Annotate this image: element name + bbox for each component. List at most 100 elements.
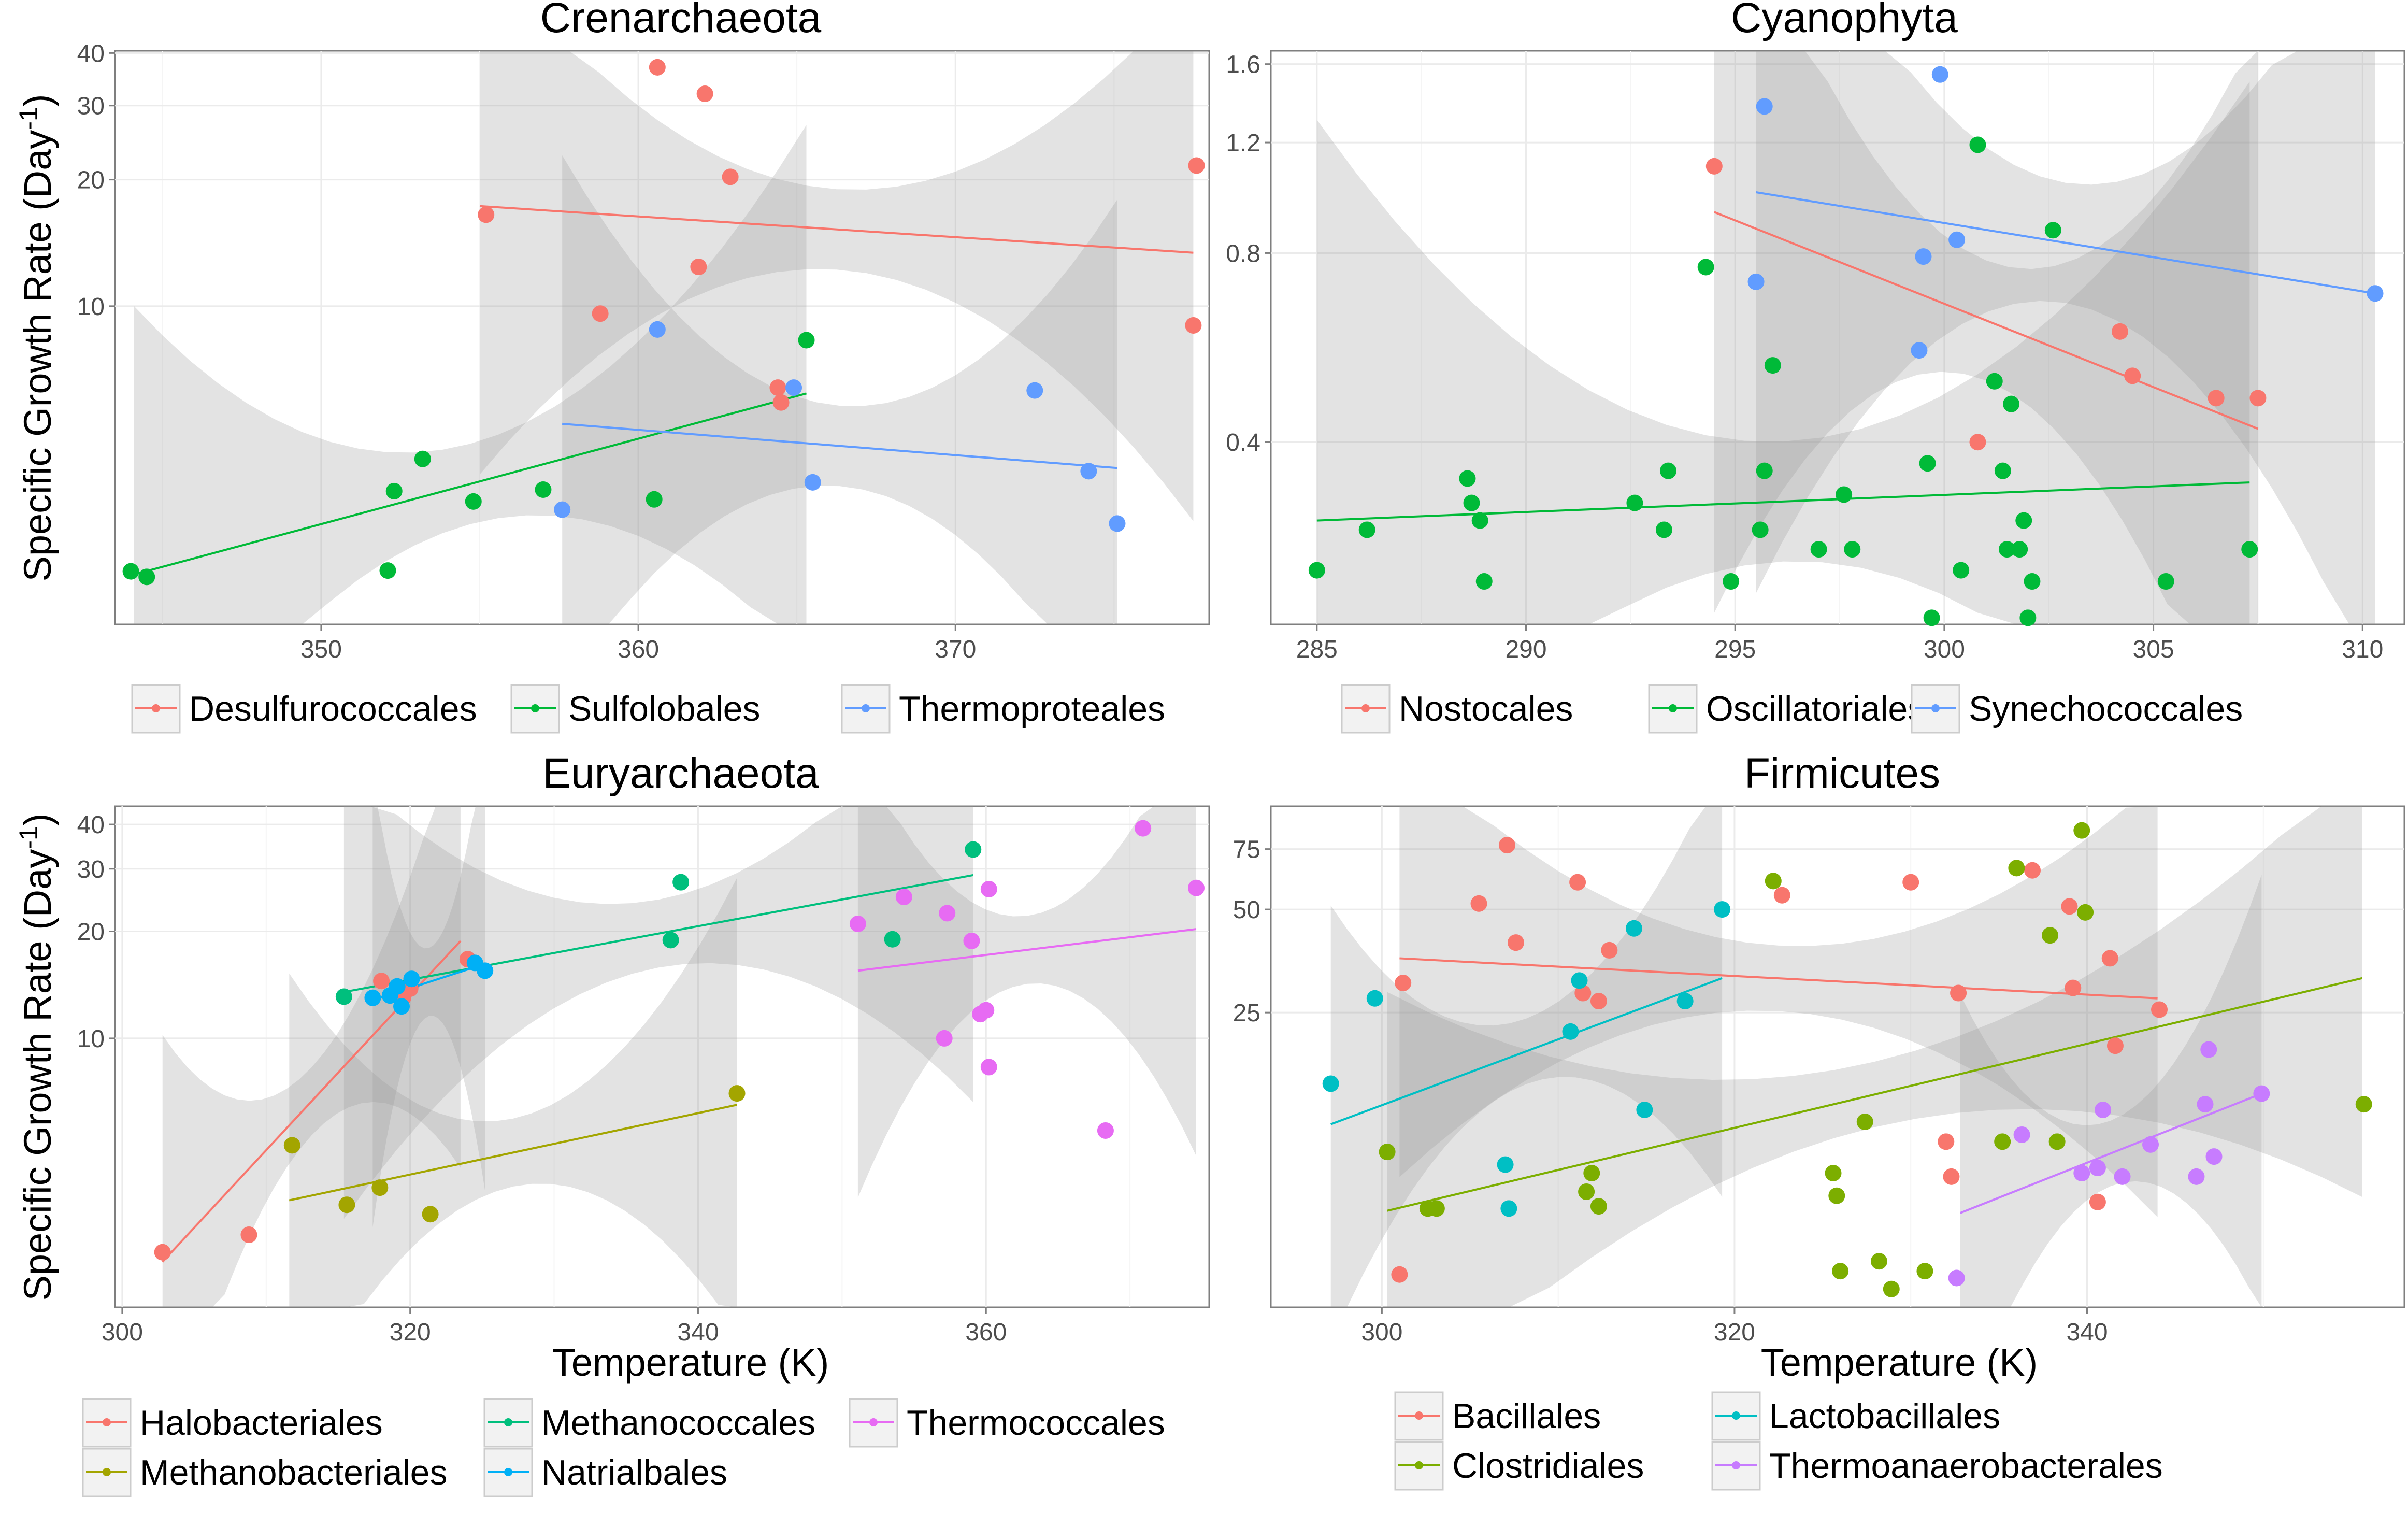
legend-label: Sulfolobales	[568, 689, 760, 729]
data-point	[1379, 1144, 1396, 1161]
data-point	[1923, 609, 1940, 626]
y-tick-label: 20	[77, 167, 105, 194]
data-point	[936, 1030, 953, 1047]
confidence-band	[480, 51, 1194, 521]
legend-key-point	[1931, 704, 1940, 712]
legend-label: Oscillatoriales	[1706, 689, 1925, 729]
data-point	[2048, 1133, 2066, 1150]
data-point	[478, 206, 495, 223]
legend-label: Thermococcales	[907, 1403, 1165, 1443]
y-axis-label-superscript: -1	[14, 107, 43, 130]
panel-euryarchaeota: Euryarchaeota 300 320 340 360 10 20 30 40 Tempe…	[77, 750, 1210, 1497]
data-point	[1998, 541, 2015, 558]
legend-key-point	[504, 1418, 512, 1426]
confidence-band	[134, 125, 807, 625]
data-point	[1916, 1263, 1933, 1280]
data-point	[364, 989, 381, 1006]
data-point	[592, 305, 609, 322]
legend-label: Natrialbales	[541, 1453, 727, 1492]
data-point	[1358, 521, 1375, 538]
data-point	[1498, 837, 1515, 854]
data-point	[978, 1002, 995, 1019]
data-point	[1714, 901, 1731, 918]
data-point	[1773, 887, 1790, 904]
y-axis-label-main: Specific Growth Rate (Day	[16, 130, 59, 582]
data-point	[2142, 1136, 2159, 1153]
data-point	[772, 394, 790, 411]
data-point	[1470, 895, 1487, 912]
data-point	[980, 880, 997, 897]
data-point	[2024, 573, 2041, 590]
data-point	[393, 998, 410, 1015]
legend-label: Thermoproteales	[899, 689, 1165, 729]
data-point	[2019, 609, 2037, 626]
confidence-band	[289, 878, 737, 1307]
data-point	[1459, 470, 1476, 487]
x-tick-label: 295	[1714, 636, 1756, 663]
data-point	[2249, 390, 2267, 407]
confidence-band	[1387, 806, 2362, 1307]
data-point	[980, 1059, 997, 1076]
y-tick-label: 0.8	[1226, 240, 1260, 267]
confidence-band	[1960, 875, 2262, 1307]
data-point	[422, 1206, 439, 1223]
data-point	[379, 562, 396, 579]
data-point	[1676, 993, 1694, 1010]
y-tick-label: 10	[77, 1025, 105, 1053]
panel-title: Cyanophyta	[1731, 0, 1958, 41]
data-point	[1915, 248, 1932, 265]
legend-key-point	[1669, 704, 1677, 712]
confidence-band	[562, 155, 1117, 624]
legend-key-point	[103, 1468, 111, 1476]
legend-key-point	[1415, 1411, 1423, 1420]
data-point	[338, 1196, 355, 1214]
y-tick-label: 1.2	[1226, 130, 1260, 157]
confidence-band	[1756, 51, 2375, 624]
data-point	[1697, 259, 1714, 276]
legend: Bacillales Clostridiales Lactobacillales Th…	[1394, 1391, 2163, 1491]
plot-background	[1270, 50, 2405, 625]
data-point	[1395, 975, 1412, 992]
data-point	[1844, 541, 1861, 558]
data-point	[785, 379, 802, 396]
y-tick-label: 0.4	[1226, 429, 1260, 456]
data-point	[2124, 367, 2141, 384]
data-point	[465, 493, 482, 510]
confidence-band	[1399, 806, 2158, 1217]
legend-key-point	[862, 704, 870, 712]
confidence-band	[372, 806, 485, 1227]
data-point	[535, 481, 552, 498]
data-point	[662, 932, 679, 949]
fit-line	[1959, 1092, 2262, 1214]
data-point	[2061, 898, 2078, 915]
data-point	[1463, 494, 1480, 511]
data-point	[2157, 573, 2174, 590]
data-point	[1636, 1101, 1653, 1118]
data-point	[2205, 1148, 2223, 1165]
data-point	[2367, 285, 2384, 302]
data-point	[373, 973, 390, 990]
data-point	[154, 1244, 171, 1261]
fit-line	[857, 928, 1197, 972]
data-point	[2024, 862, 2041, 879]
x-tick-label: 300	[102, 1319, 143, 1346]
data-point	[1391, 1266, 1408, 1283]
data-point	[1428, 1200, 1445, 1217]
data-point	[1626, 494, 1643, 511]
x-tick-label: 300	[1361, 1319, 1402, 1346]
data-point	[2101, 950, 2118, 967]
data-point	[1883, 1280, 1900, 1297]
x-tick-label: 290	[1505, 636, 1546, 663]
data-point	[649, 321, 666, 338]
y-axis-label-bottom: Specific Growth Rate (Day-1)	[14, 813, 59, 1301]
data-point	[1109, 515, 1126, 532]
data-point	[283, 1137, 300, 1154]
panel-title: Firmicutes	[1744, 750, 1940, 797]
data-point	[1948, 231, 1966, 248]
data-point	[414, 450, 431, 467]
data-point	[672, 874, 690, 891]
data-point	[1590, 1198, 1607, 1215]
data-point	[2151, 1001, 2168, 1018]
x-tick-label: 340	[677, 1319, 719, 1346]
